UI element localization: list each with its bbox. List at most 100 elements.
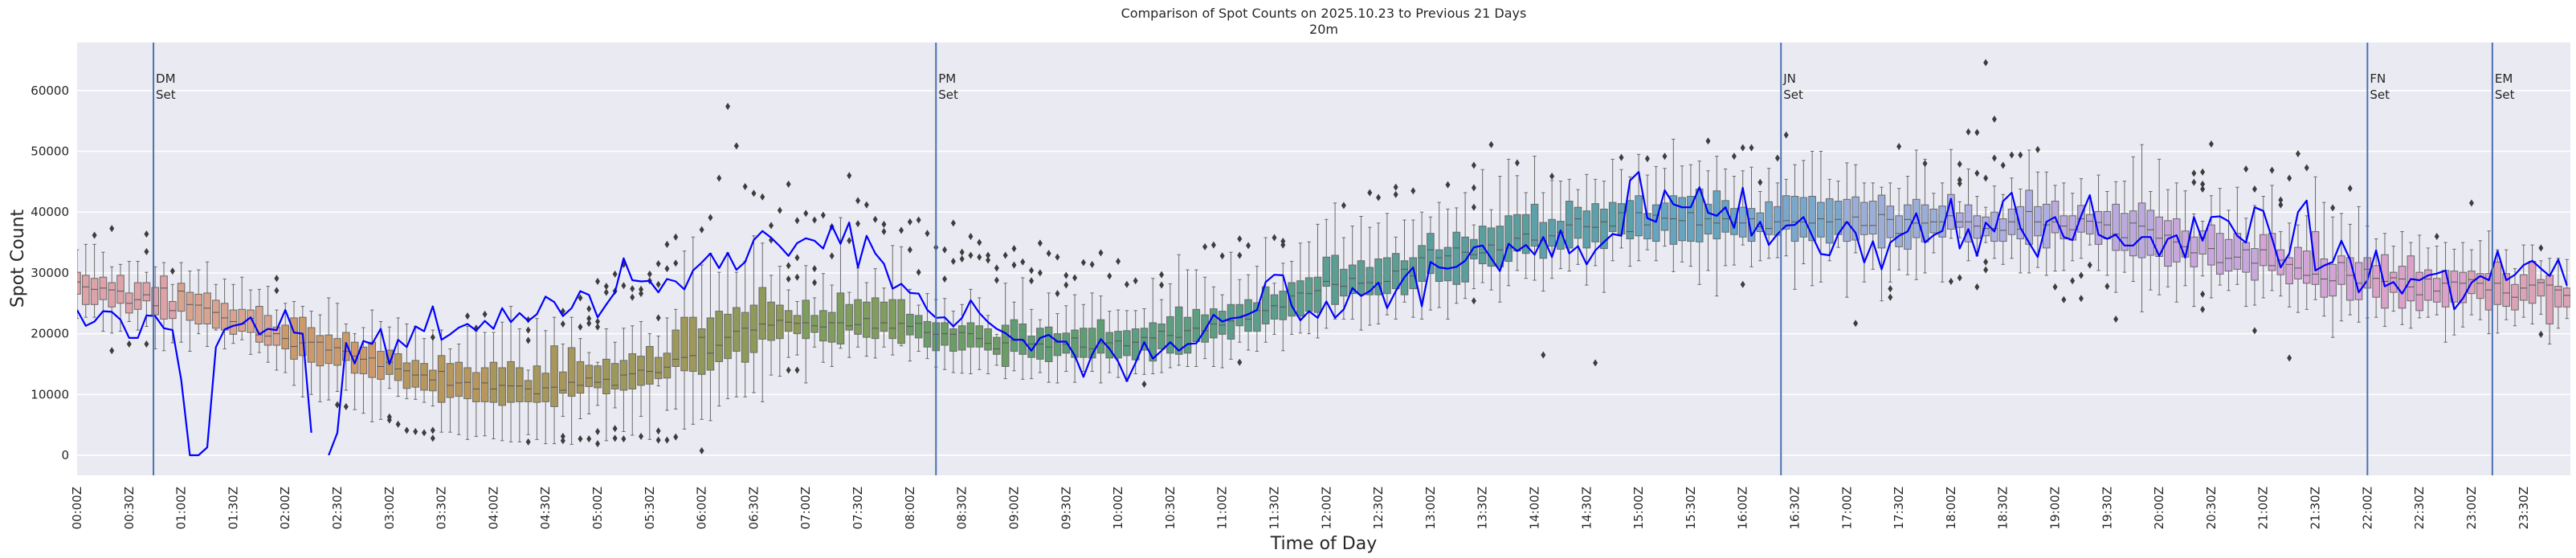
outlier-point (404, 426, 410, 434)
outlier-point (1410, 187, 1416, 195)
box-plot (767, 275, 775, 376)
box-plot (455, 343, 463, 435)
outlier-point (742, 182, 748, 190)
x-tick-label: 13:30Z (1476, 487, 1490, 530)
outlier-point (1098, 249, 1104, 257)
current-day-line (77, 171, 2568, 457)
outlier-point (1159, 271, 1165, 279)
outlier-point (430, 434, 435, 442)
box-iqr (151, 287, 160, 316)
box-iqr (1825, 198, 1834, 244)
outlier-point (2000, 161, 2006, 169)
box-iqr (1765, 201, 1773, 235)
box-iqr (2337, 255, 2345, 285)
outlier-point (1116, 258, 1121, 266)
box-plot (559, 343, 567, 417)
outlier-point (2243, 165, 2249, 173)
box-iqr (1123, 330, 1131, 356)
x-tick-label: 21:00Z (2256, 487, 2271, 530)
box-iqr (2311, 230, 2320, 285)
box-plot (854, 267, 862, 348)
box-iqr (229, 309, 238, 335)
box-plot (741, 261, 749, 397)
outlier-point (525, 336, 531, 344)
box-plot (619, 328, 628, 432)
outlier-point (1063, 271, 1069, 279)
box-plot (1782, 178, 1790, 257)
x-tick-label: 18:30Z (1996, 487, 2011, 530)
box-iqr (706, 317, 715, 371)
box-plot (836, 217, 845, 349)
outlier-point (595, 427, 601, 435)
event-marker-label: Set (2495, 88, 2515, 102)
outlier-point (2078, 295, 2084, 303)
outlier-point (630, 285, 635, 293)
box-plot (2415, 234, 2423, 319)
outlier-point (2018, 151, 2023, 159)
box-plot (793, 300, 802, 356)
box-plot (1591, 178, 1599, 267)
box-iqr (1218, 311, 1227, 335)
box-iqr (1166, 316, 1174, 354)
box-plot (290, 300, 298, 386)
outlier-point (1055, 290, 1060, 298)
box-plot (1704, 170, 1713, 271)
outlier-point (1272, 234, 1277, 242)
box-plot (90, 243, 99, 318)
outlier-point (872, 215, 878, 223)
box-iqr (1157, 324, 1166, 350)
outlier-point (1055, 253, 1060, 261)
box-iqr (446, 363, 455, 398)
outlier-point (1983, 266, 1989, 274)
box-iqr (897, 299, 905, 344)
outlier-point (1740, 280, 1745, 288)
box-plot (706, 253, 715, 422)
box-iqr (350, 341, 359, 374)
outlier-point (1488, 141, 1494, 149)
box-plot (437, 329, 446, 433)
box-plot (142, 271, 151, 328)
box-iqr (2025, 189, 2033, 245)
box-iqr (1409, 257, 1418, 290)
box-iqr (368, 341, 377, 378)
x-tick-label: 12:00Z (1319, 487, 1333, 530)
box-plot (2302, 215, 2311, 310)
box-iqr (1235, 303, 1244, 327)
y-axis-ticks: 0 10000 20000 30000 40000 50000 60000 (31, 83, 69, 462)
box-plot (194, 269, 203, 335)
outlier-point (1774, 154, 1780, 162)
box-plot (1261, 237, 1270, 343)
box-iqr (1574, 206, 1582, 239)
box-plot (1530, 156, 1539, 281)
box-plot (480, 332, 489, 437)
box-iqr (142, 282, 151, 302)
box-iqr (654, 356, 663, 380)
box-iqr (863, 301, 871, 338)
box-iqr (1651, 204, 1660, 242)
outlier-point (2191, 169, 2197, 177)
outlier-point (1210, 241, 1216, 249)
box-plot (1496, 176, 1504, 303)
x-tick-label: 12:30Z (1371, 487, 1386, 530)
box-plot (888, 245, 897, 356)
box-iqr (1053, 333, 1062, 356)
outlier-point (1957, 160, 1962, 168)
outlier-point (942, 246, 948, 254)
outlier-point (1037, 239, 1043, 247)
box-plot (1868, 182, 1877, 270)
y-tick-label: 50000 (31, 145, 69, 159)
box-iqr (160, 275, 168, 320)
outlier-point (1593, 359, 1598, 367)
box-plot (1600, 181, 1608, 293)
box-plot (368, 309, 377, 422)
box-plot (576, 338, 585, 420)
box-iqr (1227, 303, 1235, 340)
box-iqr (2146, 210, 2155, 256)
x-tick-label: 19:30Z (2100, 487, 2114, 530)
box-iqr (1895, 215, 1903, 247)
box-iqr (2554, 286, 2562, 308)
outlier-point (1983, 258, 1989, 266)
x-tick-label: 08:00Z (903, 487, 917, 530)
outlier-point (1063, 281, 1069, 289)
box-plot (1504, 158, 1513, 287)
